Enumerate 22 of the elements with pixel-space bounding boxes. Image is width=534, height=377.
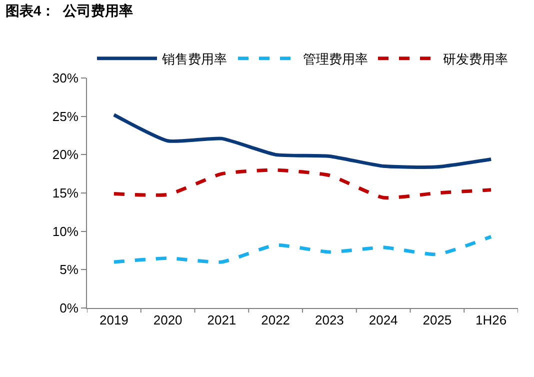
y-tick-label: 15% [52, 186, 79, 201]
y-tick-label: 25% [52, 108, 79, 124]
x-tick-label: 1H26 [476, 312, 507, 328]
legend-label: 研发费用率 [443, 51, 508, 66]
x-tick-label: 2019 [99, 312, 128, 328]
x-tick-label: 2023 [314, 312, 344, 328]
y-tick-label: 10% [52, 224, 79, 239]
y-tick-label: 20% [52, 147, 79, 162]
y-tick-label: 5% [60, 262, 79, 278]
y-tick-label: 30% [52, 70, 79, 86]
line-series [112, 234, 493, 264]
x-tick-label: 2020 [153, 312, 182, 328]
x-tick-label: 2024 [368, 312, 398, 328]
x-tick-label: 2022 [261, 312, 290, 328]
x-tick-label: 2025 [422, 312, 452, 328]
legend-label: 管理费用率 [303, 51, 368, 66]
y-tick-label: 0% [60, 300, 79, 316]
chart-title: 图表4： 公司费用率 [5, 2, 133, 18]
legend-label: 销售费用率 [161, 51, 227, 66]
line-series [112, 168, 493, 200]
line-series [112, 113, 493, 169]
x-tick-label: 2021 [207, 312, 236, 328]
